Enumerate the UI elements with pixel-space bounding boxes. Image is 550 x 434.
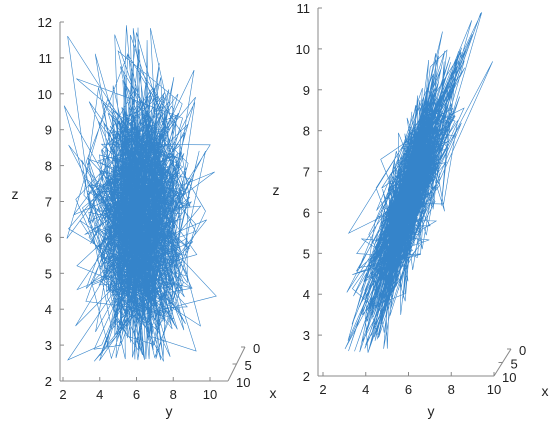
y-axis-label: y — [428, 403, 435, 419]
left-data-lines — [63, 25, 217, 362]
x-axis-label: x — [270, 385, 277, 401]
y-tick-label: 8 — [170, 387, 177, 402]
z-axis-label: z — [273, 182, 280, 198]
z-tick-label: 7 — [303, 165, 310, 180]
right-data-lines — [344, 12, 493, 353]
x-axis-label: x — [542, 383, 549, 399]
x-tick-label: 0 — [519, 343, 526, 358]
z-tick-label: 2 — [45, 374, 52, 389]
z-tick-label: 6 — [45, 230, 52, 245]
y-tick-label: 2 — [319, 382, 326, 397]
series-line — [63, 25, 217, 362]
y-tick-label: 4 — [96, 387, 103, 402]
z-tick-label: 5 — [45, 266, 52, 281]
z-tick-label: 3 — [303, 328, 310, 343]
z-tick-label: 4 — [303, 287, 310, 302]
z-tick-label: 10 — [296, 42, 310, 57]
y-tick-label: 8 — [448, 382, 455, 397]
z-tick-label: 11 — [39, 51, 53, 66]
y-tick-label: 10 — [203, 387, 217, 402]
series-line — [344, 12, 493, 353]
z-tick-label: 8 — [45, 159, 52, 174]
z-tick-label: 5 — [303, 246, 310, 261]
z-tick-label: 8 — [303, 124, 310, 139]
z-tick-label: 6 — [303, 205, 310, 220]
z-tick-label: 2 — [303, 369, 310, 384]
y-tick-label: 6 — [133, 387, 140, 402]
z-tick-label: 7 — [45, 195, 52, 210]
x-tick-label: 0 — [253, 341, 260, 356]
z-axis-label: z — [12, 186, 19, 202]
x-tick-label: 5 — [245, 358, 252, 373]
z-tick-label: 9 — [45, 123, 52, 138]
y-tick-label: 4 — [362, 382, 369, 397]
z-tick-label: 11 — [297, 1, 311, 16]
z-tick-label: 3 — [45, 338, 52, 353]
y-axis-label: y — [166, 403, 173, 419]
z-tick-label: 12 — [38, 15, 52, 30]
y-tick-label: 2 — [59, 387, 66, 402]
x-tick-label: 10 — [502, 370, 516, 385]
x-tick-label: 10 — [236, 375, 250, 390]
z-tick-label: 9 — [303, 83, 310, 98]
x-tick-label: 5 — [511, 357, 518, 372]
z-tick-label: 4 — [45, 302, 52, 317]
z-tick-label: 10 — [38, 87, 52, 102]
y-tick-label: 10 — [487, 382, 501, 397]
y-tick-label: 6 — [405, 382, 412, 397]
